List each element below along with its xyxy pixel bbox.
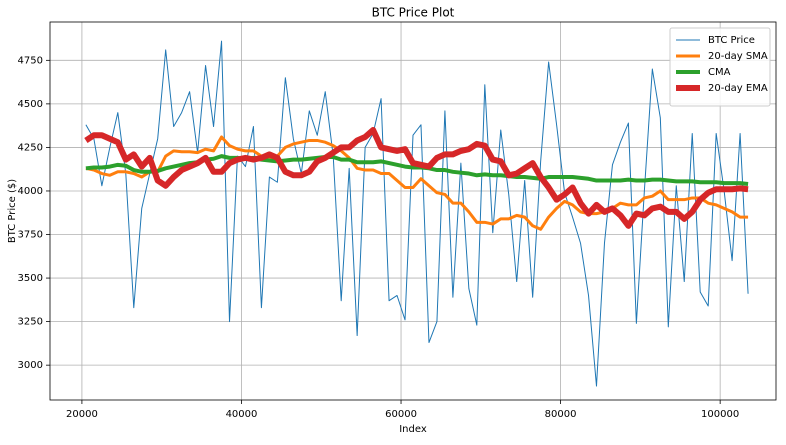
chart-title: BTC Price Plot — [372, 6, 455, 20]
legend-label: 20-day EMA — [708, 83, 768, 94]
x-axis-label: Index — [399, 424, 427, 435]
y-tick-label: 4500 — [18, 99, 43, 110]
x-tick-label: 80000 — [545, 409, 577, 420]
y-tick-label: 3250 — [18, 317, 43, 328]
legend-label: CMA — [708, 67, 731, 78]
series-line — [84, 127, 749, 229]
x-tick-label: 100000 — [701, 409, 739, 420]
y-tick-label: 3500 — [18, 273, 43, 284]
plot-frame — [49, 21, 777, 401]
y-tick-label: 3750 — [18, 230, 43, 241]
plot-lines — [84, 40, 749, 387]
legend-label: BTC Price — [708, 35, 755, 46]
y-tick-label: 4250 — [18, 142, 43, 153]
y-tick-label: 4750 — [18, 55, 43, 66]
series-line — [85, 40, 749, 387]
y-tick-label: 4000 — [18, 186, 43, 197]
x-tick-label: 20000 — [66, 409, 98, 420]
y-axis-label: BTC Price ($) — [7, 179, 18, 243]
series-line — [85, 135, 749, 231]
legend: BTC Price 20-day SMA CMA 20-day EMA — [669, 27, 771, 107]
legend-label: 20-day SMA — [708, 51, 768, 62]
y-tick-label: 3000 — [18, 360, 43, 371]
x-tick-label: 40000 — [226, 409, 258, 420]
x-tick-label: 60000 — [385, 409, 417, 420]
